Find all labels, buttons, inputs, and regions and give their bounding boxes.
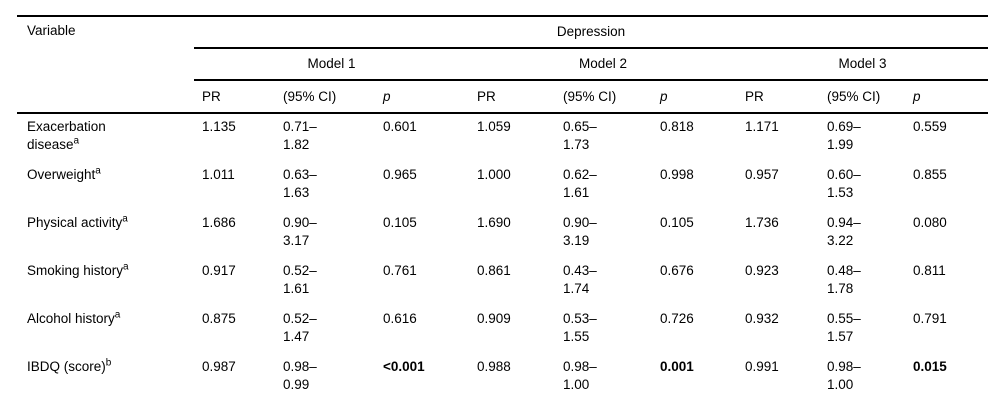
subheader-p: p <box>375 80 469 114</box>
cell-pr: 0.932 <box>745 311 779 326</box>
row-label-text: Overweight <box>27 167 96 182</box>
cell-ci: 0.98– 1.00 <box>555 354 652 400</box>
cell-pr: 0.861 <box>477 263 511 278</box>
table-row: Overweighta 1.011 0.63– 1.63 0.965 1.000 0.62… <box>17 162 988 210</box>
cell-p: 0.105 <box>383 215 417 230</box>
model-header-1: Model 1 <box>194 48 469 81</box>
cell-ci: 0.55– 1.57 <box>827 311 861 344</box>
cell-p: 0.001 <box>652 354 737 400</box>
cell-pr: 1.171 <box>745 119 779 134</box>
cell-p: 0.998 <box>660 167 694 182</box>
subheader-pr: PR <box>469 80 555 114</box>
row-label-superscript: a <box>73 135 80 147</box>
cell-pr: 1.059 <box>477 119 511 134</box>
cell-ci: 0.94– 3.22 <box>827 215 861 248</box>
model-header-row: Model 1 Model 2 Model 3 <box>17 48 989 81</box>
table-row: Exacerbation diseasea 1.135 0.71– 1.82 0.60… <box>17 113 988 162</box>
subheader-p: p <box>652 80 737 114</box>
row-label-superscript: b <box>105 357 112 369</box>
model-header-3: Model 3 <box>737 48 989 81</box>
model-header-2: Model 2 <box>469 48 737 81</box>
cell-ci: 0.48– 1.78 <box>827 263 861 296</box>
table-row: Alcohol historya 0.875 0.52– 1.47 0.616 0.90… <box>17 306 988 354</box>
cell-pr: 0.987 <box>194 354 275 400</box>
cell-ci: 0.71– 1.82 <box>283 119 317 152</box>
cell-ci: 0.65– 1.73 <box>563 119 597 152</box>
row-label: Smoking historya <box>17 258 194 306</box>
subheader-pr: PR <box>737 80 819 114</box>
cell-p: 0.080 <box>913 215 947 230</box>
row-label: IBDQ (score)b <box>17 354 194 400</box>
cell-ci: 0.98– 0.99 <box>275 354 375 400</box>
cell-ci: 0.98– 1.00 <box>819 354 905 400</box>
table-row: Physical activitya 1.686 0.90– 3.17 0.105 1.… <box>17 210 988 258</box>
cell-p: <0.001 <box>375 354 469 400</box>
row-label-superscript: a <box>114 309 121 321</box>
table-body: Exacerbation diseasea 1.135 0.71– 1.82 0.60… <box>17 113 989 400</box>
cell-pr: 1.135 <box>202 119 236 134</box>
row-label-superscript: a <box>122 213 128 225</box>
cell-pr: 1.000 <box>477 167 511 182</box>
sub-header-row: PR (95% CI) p PR (95% CI) p PR (95% CI) … <box>17 80 989 114</box>
cell-ci: 0.90– 3.17 <box>283 215 317 248</box>
cell-ci: 0.63– 1.63 <box>283 167 317 200</box>
cell-ci: 0.52– 1.61 <box>283 263 317 296</box>
row-label-superscript: a <box>123 261 129 273</box>
cell-ci: 0.43– 1.74 <box>563 263 597 296</box>
table-row: IBDQ (score)b 0.987 0.98– 0.99 <0.001 0.988 0… <box>17 354 989 400</box>
table-header: Variable Depression Model 1 Model 2 Mode… <box>17 16 989 114</box>
cell-pr: 0.957 <box>745 167 779 182</box>
subheader-ci: (95% CI) <box>555 80 652 114</box>
cell-p: 0.855 <box>913 167 947 182</box>
group-header-row: Variable Depression <box>17 16 989 114</box>
row-label: Alcohol historya <box>17 306 194 354</box>
subheader-ci: (95% CI) <box>819 80 905 114</box>
row-label-text: Exacerbation disease <box>27 119 106 152</box>
group-header-depression: Depression <box>194 16 989 49</box>
cell-p: 0.726 <box>660 311 694 326</box>
row-label: Physical activitya <box>17 210 194 258</box>
subheader-pr: PR <box>194 80 275 114</box>
cell-ci: 0.53– 1.55 <box>563 311 597 344</box>
row-label-text: IBDQ (score) <box>27 359 106 374</box>
cell-ci: 0.69– 1.99 <box>827 119 861 152</box>
subheader-ci: (95% CI) <box>275 80 375 114</box>
cell-p: 0.791 <box>913 311 947 326</box>
cell-p: 0.761 <box>383 263 417 278</box>
cell-ci: 0.62– 1.61 <box>563 167 597 200</box>
cell-pr: 0.909 <box>477 311 511 326</box>
cell-p: 0.559 <box>913 119 947 134</box>
cell-pr: 0.917 <box>202 263 236 278</box>
cell-pr: 0.991 <box>737 354 819 400</box>
cell-p: 0.105 <box>660 215 694 230</box>
row-label-text: Physical activity <box>27 215 123 230</box>
cell-p: 0.965 <box>383 167 417 182</box>
cell-pr: 0.988 <box>469 354 555 400</box>
subheader-p: p <box>905 80 989 114</box>
cell-pr: 1.690 <box>477 215 511 230</box>
table-row: Smoking historya 0.917 0.52– 1.61 0.761 0.86… <box>17 258 988 306</box>
row-label-superscript: a <box>95 165 101 177</box>
row-label: Overweighta <box>17 162 194 210</box>
cell-ci: 0.52– 1.47 <box>283 311 317 344</box>
results-table: Variable Depression Model 1 Model 2 Mode… <box>17 15 989 400</box>
row-label-text: Smoking history <box>27 263 124 278</box>
cell-p: 0.616 <box>383 311 417 326</box>
row-label: Exacerbation diseasea <box>17 113 194 162</box>
cell-p: 0.601 <box>383 119 417 134</box>
column-header-variable: Variable <box>17 16 194 114</box>
cell-p: 0.015 <box>905 354 989 400</box>
row-label-text: Alcohol history <box>27 311 115 326</box>
cell-ci: 0.60– 1.53 <box>827 167 861 200</box>
cell-p: 0.818 <box>660 119 694 134</box>
cell-pr: 0.923 <box>745 263 779 278</box>
cell-ci: 0.90– 3.19 <box>563 215 597 248</box>
cell-pr: 0.875 <box>202 311 236 326</box>
cell-p: 0.676 <box>660 263 694 278</box>
cell-pr: 1.686 <box>202 215 236 230</box>
cell-pr: 1.736 <box>745 215 779 230</box>
cell-pr: 1.011 <box>202 167 235 182</box>
cell-p: 0.811 <box>913 263 946 278</box>
